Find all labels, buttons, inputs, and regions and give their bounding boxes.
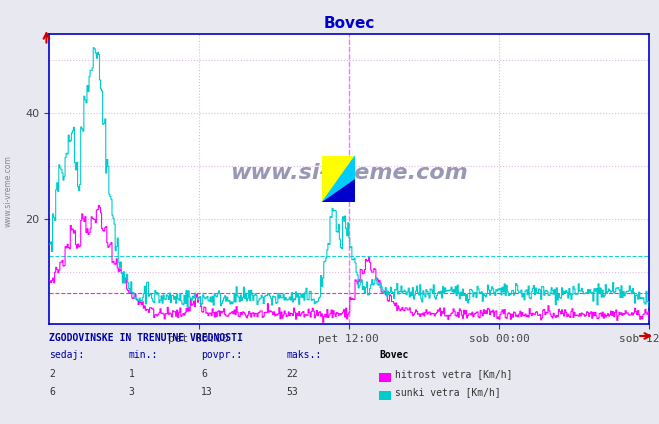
Text: www.si-vreme.com: www.si-vreme.com (231, 163, 468, 183)
Text: 6: 6 (49, 387, 55, 397)
Text: povpr.:: povpr.: (201, 350, 242, 360)
Text: 53: 53 (287, 387, 299, 397)
Text: 2: 2 (49, 369, 55, 379)
Text: maks.:: maks.: (287, 350, 322, 360)
Text: 3: 3 (129, 387, 134, 397)
Text: Bovec: Bovec (379, 350, 409, 360)
Text: sedaj:: sedaj: (49, 350, 84, 360)
Text: 6: 6 (201, 369, 207, 379)
Text: 22: 22 (287, 369, 299, 379)
Text: sunki vetra [Km/h]: sunki vetra [Km/h] (395, 387, 501, 397)
Text: min.:: min.: (129, 350, 158, 360)
Text: www.si-vreme.com: www.si-vreme.com (3, 155, 13, 227)
Text: 1: 1 (129, 369, 134, 379)
Title: Bovec: Bovec (324, 17, 375, 31)
Text: ZGODOVINSKE IN TRENUTNE VREDNOSTI: ZGODOVINSKE IN TRENUTNE VREDNOSTI (49, 333, 243, 343)
Text: hitrost vetra [Km/h]: hitrost vetra [Km/h] (395, 369, 513, 379)
Text: 13: 13 (201, 387, 213, 397)
